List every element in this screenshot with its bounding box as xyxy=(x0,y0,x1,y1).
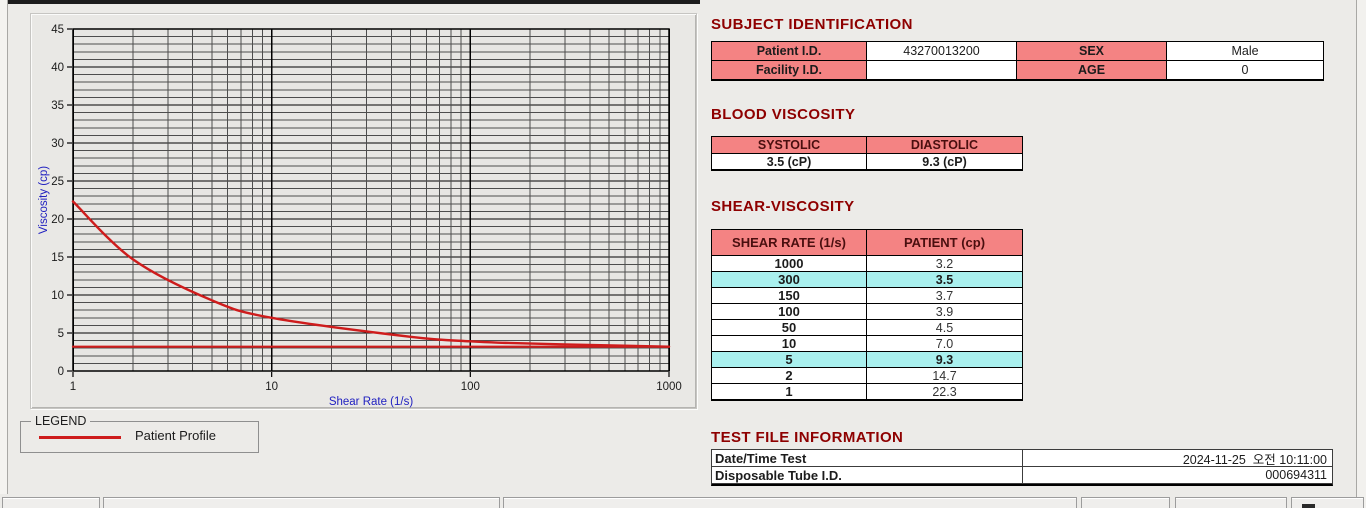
right-edge-line xyxy=(1356,0,1357,508)
table-row: 1 22.3 xyxy=(712,384,1022,399)
shear-rate-cell: 5 xyxy=(712,352,867,367)
table-row: 3.5 (cP) 9.3 (cP) xyxy=(712,154,1022,169)
patient-viscosity-cell: 4.5 xyxy=(935,320,954,335)
svg-text:35: 35 xyxy=(51,100,64,112)
table-row: 5 9.3 xyxy=(712,352,1022,368)
svg-text:25: 25 xyxy=(51,176,64,188)
field-label-cell: Disposable Tube I.D. xyxy=(712,467,1023,483)
patient-viscosity-cell: 9.3 xyxy=(935,352,954,367)
svg-text:10: 10 xyxy=(51,290,64,302)
legend-line-sample-icon xyxy=(39,436,121,439)
svg-text:1000: 1000 xyxy=(656,381,682,393)
shear-rate-cell: 1 xyxy=(712,384,867,399)
patient-viscosity-cell: 3.7 xyxy=(935,288,954,303)
table-row: 150 3.7 xyxy=(712,288,1022,304)
legend-entry-label: Patient Profile xyxy=(135,428,216,443)
top-edge-strip xyxy=(0,0,700,4)
shear-viscosity-table: SHEAR RATE (1/s) PATIENT (cp) 1000 3.2 300 3.… xyxy=(711,229,1023,401)
table-row: 10 7.0 xyxy=(712,336,1022,352)
patient-viscosity-cell: 7.0 xyxy=(935,336,954,351)
svg-text:40: 40 xyxy=(51,62,64,74)
field-value-cell: 0 xyxy=(1241,63,1249,77)
bottom-panel-segment[interactable] xyxy=(1175,497,1287,508)
table-header-cell: DIASTOLIC xyxy=(867,137,1022,153)
table-row: Date/Time Test 2024-11-25 오전 10:11:00 xyxy=(712,450,1332,467)
table-row: 1000 3.2 xyxy=(712,256,1022,272)
field-value-cell: 43270013200 xyxy=(867,42,1017,60)
field-label-cell: Facility I.D. xyxy=(712,61,867,79)
blood-section-title: BLOOD VISCOSITY xyxy=(711,106,856,123)
svg-text:100: 100 xyxy=(461,381,480,393)
table-row: Patient I.D. 43270013200 SEX Male xyxy=(712,42,1323,61)
svg-text:20: 20 xyxy=(51,214,64,226)
field-label-cell: SEX xyxy=(1017,42,1167,60)
shear-rate-cell: 300 xyxy=(712,272,867,287)
field-label-cell: Date/Time Test xyxy=(712,450,1023,466)
table-header-cell: SYSTOLIC xyxy=(712,137,867,153)
legend-title: LEGEND xyxy=(31,414,91,428)
svg-text:15: 15 xyxy=(51,252,64,264)
bottom-panel-segment[interactable] xyxy=(503,497,1077,508)
shear-rate-cell: 10 xyxy=(712,336,867,351)
viscosity-vs-shear-rate-chart: 0 5 10 15 20 25 30 35 40 45 1 10 100 1000 Viscosity (c… xyxy=(38,24,682,408)
shear-rate-cell: 150 xyxy=(712,288,867,303)
left-edge-strip xyxy=(0,0,8,494)
svg-text:1: 1 xyxy=(70,381,76,393)
chart-panel: 0 5 10 15 20 25 30 35 40 45 1 10 100 1000 Viscosity (c… xyxy=(30,13,697,409)
subject-section-title: SUBJECT IDENTIFICATION xyxy=(711,16,913,33)
svg-text:30: 30 xyxy=(51,138,64,150)
table-row: Facility I.D. AGE 0 xyxy=(712,61,1323,79)
table-row: 50 4.5 xyxy=(712,320,1022,336)
blood-viscosity-table: SYSTOLIC DIASTOLIC 3.5 (cP) 9.3 (cP) xyxy=(711,136,1023,171)
table-cell: 9.3 (cP) xyxy=(922,154,967,169)
field-label-cell: AGE xyxy=(1017,61,1167,79)
table-row: 2 14.7 xyxy=(712,368,1022,384)
svg-text:10: 10 xyxy=(265,381,278,393)
shear-rate-cell: 1000 xyxy=(712,256,867,271)
subject-table: Patient I.D. 43270013200 SEX Male Facility I… xyxy=(711,41,1324,81)
table-header-cell: SHEAR RATE (1/s) xyxy=(712,230,867,255)
svg-text:5: 5 xyxy=(58,328,64,340)
bottom-panel-segment[interactable] xyxy=(1291,497,1364,508)
table-row: Disposable Tube I.D. 000694311 xyxy=(712,467,1332,484)
field-value-cell xyxy=(867,61,1017,79)
svg-text:0: 0 xyxy=(58,366,64,378)
test-file-table: Date/Time Test 2024-11-25 오전 10:11:00 Disp… xyxy=(711,449,1333,486)
svg-text:45: 45 xyxy=(51,24,64,36)
table-cell: 3.5 (cP) xyxy=(712,154,867,169)
table-header-cell: PATIENT (cp) xyxy=(867,230,1022,255)
shear-section-title: SHEAR-VISCOSITY xyxy=(711,198,855,215)
shear-rate-cell: 100 xyxy=(712,304,867,319)
table-row: 100 3.9 xyxy=(712,304,1022,320)
bottom-panel-segment[interactable] xyxy=(103,497,500,508)
table-row: 300 3.5 xyxy=(712,272,1022,288)
clipped-text-fragment xyxy=(1302,504,1315,508)
field-label-cell: Patient I.D. xyxy=(712,42,867,60)
svg-text:Shear Rate (1/s): Shear Rate (1/s) xyxy=(329,396,414,408)
right-edge-strip xyxy=(1357,0,1366,508)
shear-rate-cell: 2 xyxy=(712,368,867,383)
patient-viscosity-cell: 14.7 xyxy=(932,368,957,383)
field-value-cell: Male xyxy=(1231,44,1259,58)
field-value-cell: 000694311 xyxy=(1265,468,1327,482)
bottom-panel-segment[interactable] xyxy=(2,497,100,508)
testfile-section-title: TEST FILE INFORMATION xyxy=(711,429,904,446)
table-row: SYSTOLIC DIASTOLIC xyxy=(712,137,1022,154)
shear-rate-cell: 50 xyxy=(712,320,867,335)
field-value-cell: 2024-11-25 오전 10:11:00 xyxy=(1182,452,1327,467)
patient-viscosity-cell: 3.5 xyxy=(935,272,954,287)
legend-box: LEGEND Patient Profile xyxy=(20,414,259,453)
patient-viscosity-cell: 22.3 xyxy=(932,384,957,399)
bottom-panel-segment[interactable] xyxy=(1081,497,1170,508)
table-row: SHEAR RATE (1/s) PATIENT (cp) xyxy=(712,230,1022,256)
patient-viscosity-cell: 3.9 xyxy=(935,304,954,319)
patient-viscosity-cell: 3.2 xyxy=(935,256,954,271)
svg-text:Viscosity (cp): Viscosity (cp) xyxy=(38,166,50,234)
